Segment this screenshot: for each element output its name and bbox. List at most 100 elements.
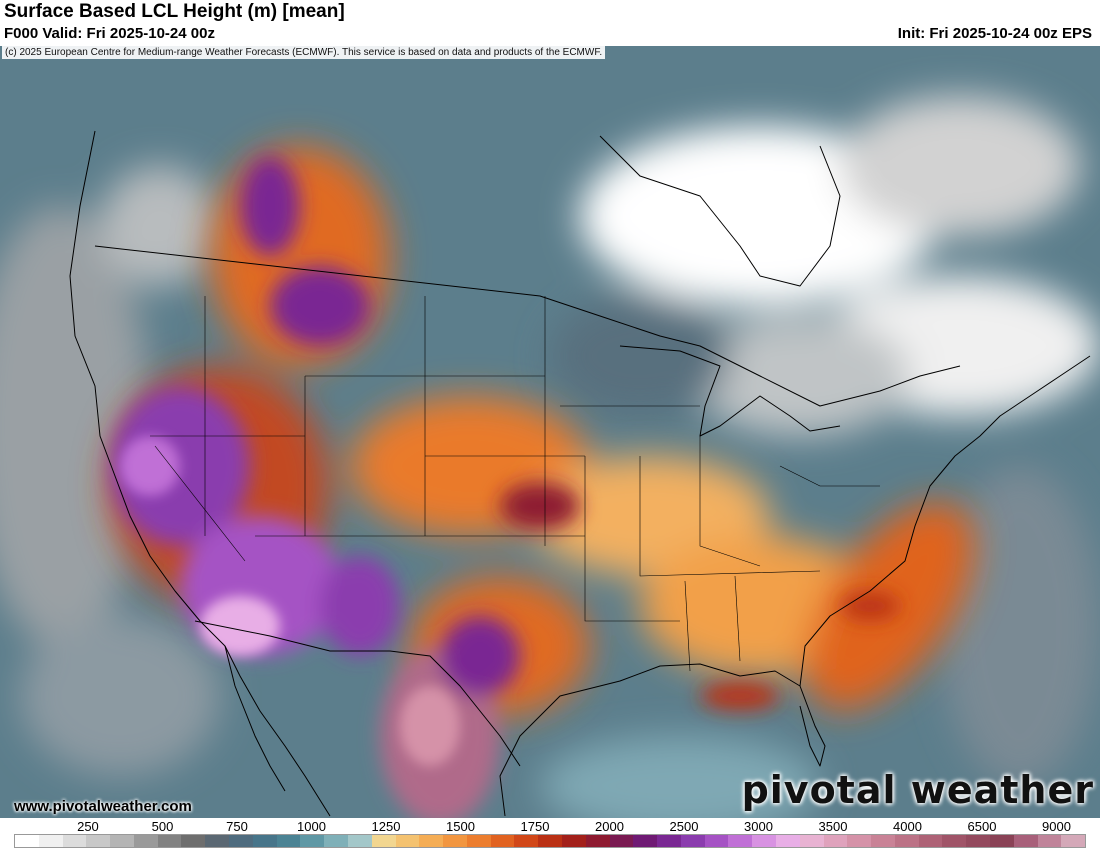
legend-swatch: [942, 835, 967, 847]
field-great-basin-core: [120, 436, 180, 496]
legend-swatch: [918, 835, 943, 847]
legend-swatch: [38, 835, 63, 847]
valid-time: F000 Valid: Fri 2025-10-24 00z: [4, 25, 215, 42]
legend-swatch: [657, 835, 681, 847]
legend-swatch: [371, 835, 396, 847]
legend-swatch: [871, 835, 895, 847]
legend-swatch: [1037, 835, 1062, 847]
field-ontario: [550, 296, 730, 416]
legend-tick-label: 1000: [297, 819, 326, 834]
field-chihuahua: [400, 686, 460, 766]
field-great-lakes: [690, 316, 910, 436]
legend-tick-label: 250: [77, 819, 99, 834]
legend-swatch: [62, 835, 87, 847]
map-title: Surface Based LCL Height (m) [mean]: [4, 1, 345, 22]
legend-swatch: [252, 835, 277, 847]
legend-swatch: [847, 835, 872, 847]
great-lakes-outline: [619, 345, 841, 437]
field-gulf-coast: [700, 682, 780, 710]
field-labrador: [840, 96, 1080, 236]
init-time: Init: Fri 2025-10-24 00z EPS: [897, 25, 1092, 42]
field-new-mexico: [320, 556, 400, 656]
hudson-bay: [599, 135, 841, 287]
legend-tick-label: 4000: [893, 819, 922, 834]
legend-tick-label: 3500: [818, 819, 848, 834]
legend-tick-label: 3000: [744, 819, 773, 834]
state-line-15: [684, 580, 691, 672]
baja-peninsula: [224, 645, 286, 792]
legend-swatch: [110, 835, 134, 847]
field-atlantic: [940, 466, 1100, 786]
legend-swatch: [752, 835, 776, 847]
legend-swatch: [776, 835, 800, 847]
legend-swatch: [585, 835, 610, 847]
legend-swatch: [609, 835, 634, 847]
legend-tick-label: 6500: [967, 819, 997, 834]
extreme-lcl-field: [120, 436, 460, 766]
state-line-16: [779, 465, 880, 487]
field-kansas: [500, 482, 580, 530]
legend-swatch: [15, 835, 39, 847]
field-carolina-coast: [840, 592, 900, 620]
legend-swatch: [680, 835, 705, 847]
legend-swatch: [538, 835, 562, 847]
legend-swatch: [133, 835, 158, 847]
legend-swatch: [633, 835, 658, 847]
legend-swatch: [347, 835, 372, 847]
field-nw-territories: [240, 156, 300, 256]
low-lcl-field: [0, 96, 1100, 818]
field-gulf: [540, 736, 820, 818]
copyright-notice: (c) 2025 European Centre for Medium-rang…: [2, 46, 606, 59]
map-boundaries: [69, 130, 1091, 817]
legend-tick-label: 500: [151, 819, 174, 834]
field-sierra-madre: [440, 616, 520, 696]
legend-swatch: [205, 835, 230, 847]
legend-swatch: [704, 835, 729, 847]
weather-map[interactable]: [0, 46, 1100, 818]
legend-swatch: [157, 835, 182, 847]
state-line-9: [639, 456, 821, 577]
us-canada-border: [94, 245, 961, 407]
legend-swatch: [443, 835, 467, 847]
field-pacific-south: [20, 616, 220, 776]
legend-swatch: [490, 835, 515, 847]
legend-swatch: [894, 835, 919, 847]
legend-swatch: [966, 835, 991, 847]
field-pacific: [0, 206, 150, 646]
color-legend: 250 500 750 1000 1250 1500 1750 2000 2500 3000 350…: [0, 818, 1100, 850]
legend-swatch: [514, 835, 539, 847]
legend-swatch: [181, 835, 206, 847]
legend-tick-label: 2500: [669, 819, 699, 834]
state-line-10: [699, 436, 761, 567]
legend-swatch: [799, 835, 824, 847]
legend-color-bar: [14, 834, 1086, 848]
legend-swatch: [728, 835, 753, 847]
legend-swatch: [276, 835, 301, 847]
legend-tick-label: 9000: [1042, 819, 1071, 834]
brand-watermark: pivotal weather: [741, 768, 1094, 812]
legend-swatch: [419, 835, 444, 847]
legend-swatch: [466, 835, 491, 847]
state-line-13: [154, 445, 246, 562]
header: Surface Based LCL Height (m) [mean] F000…: [0, 0, 1100, 46]
legend-tick-label: 750: [226, 819, 248, 834]
atlantic-coastline: [799, 355, 1091, 687]
legend-tick-label: 1250: [371, 819, 401, 834]
legend-swatch: [1061, 835, 1086, 847]
legend-swatch: [823, 835, 848, 847]
site-url[interactable]: www.pivotalweather.com: [14, 798, 192, 815]
legend-tick-labels: 250 500 750 1000 1250 1500 1750 2000 2500 3000 350…: [0, 819, 1100, 834]
legend-swatch: [300, 835, 325, 847]
legend-swatch: [86, 835, 111, 847]
legend-tick-label: 2000: [595, 819, 624, 834]
legend-swatch: [229, 835, 253, 847]
state-line-14: [734, 575, 741, 662]
legend-swatch: [395, 835, 420, 847]
pacific-coastline: [69, 130, 331, 817]
field-baja: [200, 596, 280, 656]
legend-swatch: [990, 835, 1014, 847]
legend-tick-label: 1750: [520, 819, 550, 834]
legend-swatch: [561, 835, 586, 847]
state-line-8: [584, 456, 680, 622]
gulf-coastline: [499, 663, 826, 817]
